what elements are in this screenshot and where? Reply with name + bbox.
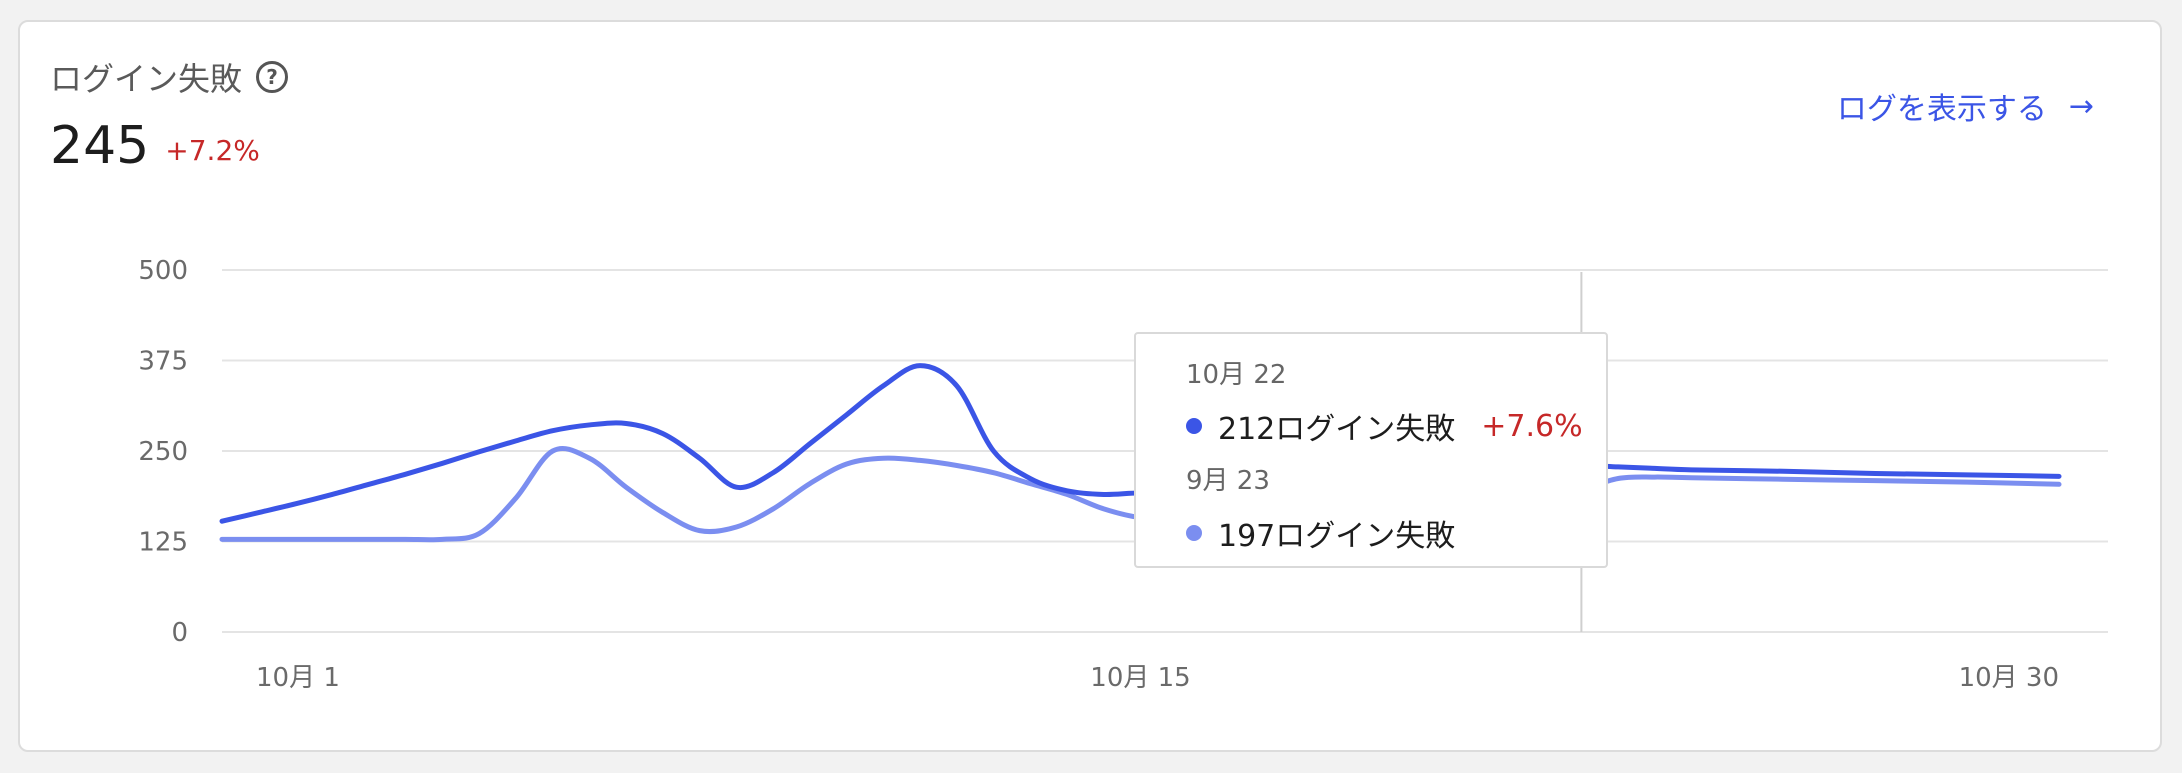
series-current-dot — [1186, 418, 1202, 434]
tooltip-date-previous: 9月 23 — [1186, 466, 1270, 496]
chart-tooltip: 10月 22 212ログイン失敗 +7.6% 9月 23 197ログイン失敗 — [1134, 332, 1608, 568]
tooltip-row-previous: 197ログイン失敗 — [1186, 511, 1455, 555]
y-tick-label-0: 0 — [171, 618, 188, 648]
arrow-right-icon: → — [2068, 88, 2094, 124]
tooltip-current-delta: +7.6% — [1481, 408, 1583, 444]
view-logs-label: ログを表示する — [1836, 92, 2047, 127]
y-tick-label-4: 500 — [138, 256, 188, 286]
tooltip-previous-value: 197ログイン失敗 — [1218, 519, 1456, 554]
chart-card — [18, 20, 2162, 752]
title-row: ログイン失敗 ? — [50, 54, 289, 100]
y-tick-label-2: 250 — [138, 437, 188, 467]
tooltip-current-value: 212ログイン失敗 — [1218, 412, 1456, 447]
chart-title: ログイン失敗 — [50, 60, 243, 98]
metric-value: 245 — [50, 116, 150, 176]
question-circle-icon[interactable]: ? — [256, 61, 289, 93]
metric-row: 245 +7.2% — [50, 116, 260, 176]
tooltip-date-current: 10月 22 — [1186, 360, 1287, 390]
y-tick-label-3: 375 — [138, 347, 188, 377]
x-tick-label-0: 10月 1 — [256, 663, 340, 693]
y-tick-label-1: 125 — [138, 528, 188, 558]
view-logs-link[interactable]: ログを表示する → — [1837, 84, 2094, 128]
series-previous-dot — [1186, 525, 1202, 541]
x-tick-label-1: 10月 15 — [1090, 663, 1190, 693]
metric-delta: +7.2% — [165, 134, 260, 167]
tooltip-row-current: 212ログイン失敗 +7.6% — [1186, 404, 1583, 448]
x-tick-label-2: 10月 30 — [1959, 663, 2059, 693]
